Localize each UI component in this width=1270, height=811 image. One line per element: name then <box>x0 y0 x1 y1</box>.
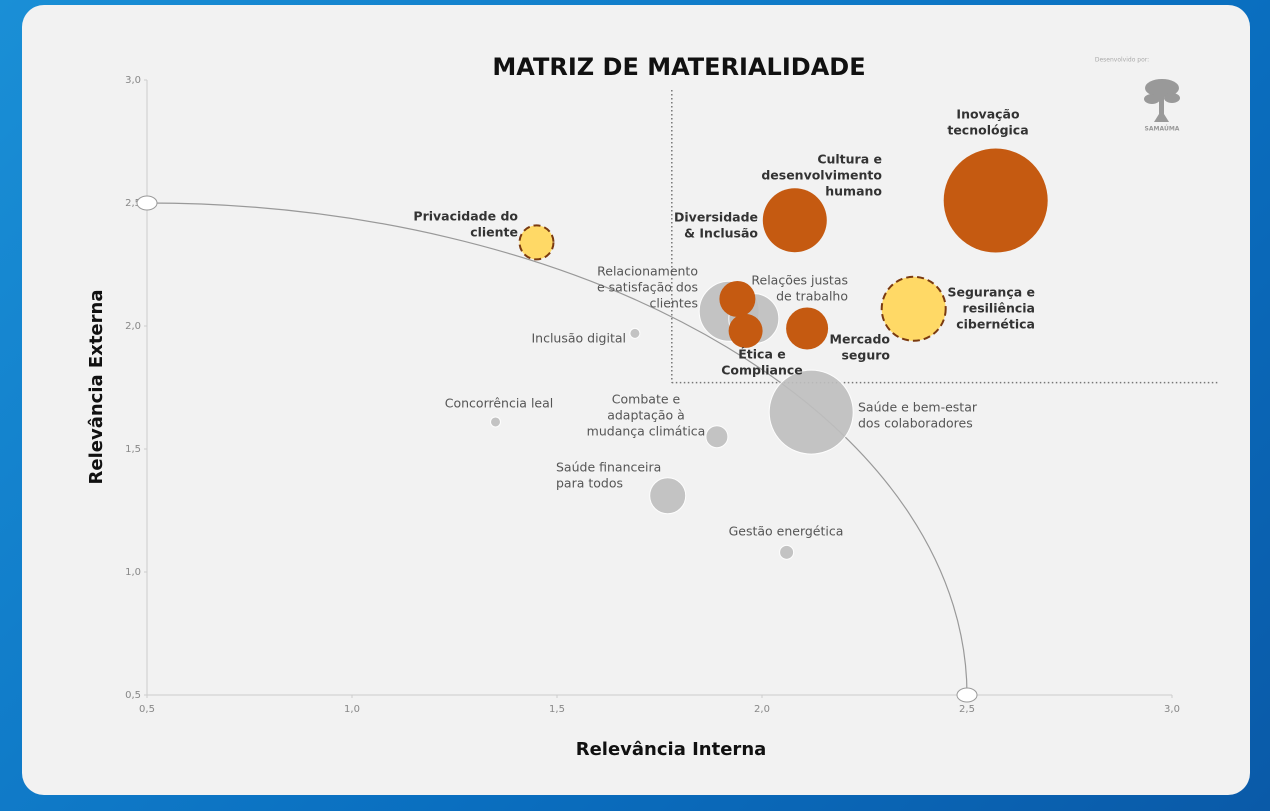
bubble <box>649 477 687 515</box>
bubble <box>518 224 555 261</box>
x-tick-label: 3,0 <box>1164 704 1180 715</box>
y-tick-label: 2,0 <box>125 321 141 332</box>
bubble <box>768 369 854 455</box>
y-tick-label: 0,5 <box>125 690 141 701</box>
bubble <box>779 544 795 560</box>
bubble-label: Compliance <box>721 363 803 378</box>
bubble-label: resiliência <box>963 301 1035 316</box>
bubble-label: Segurança e <box>948 285 1036 300</box>
y-axis-label: Relevância Externa <box>86 290 107 485</box>
bubble-label: para todos <box>556 476 623 491</box>
x-tick-label: 0,5 <box>139 704 155 715</box>
bubble-label: Cultura e <box>817 152 882 167</box>
credit: Desenvolvido por: <box>1095 57 1149 64</box>
bubble-label: humano <box>825 184 882 199</box>
bubble-label: cibernética <box>956 317 1035 332</box>
x-tick-label: 1,5 <box>549 704 565 715</box>
bubble <box>880 275 947 342</box>
x-tick-label: 2,5 <box>959 704 975 715</box>
bubble <box>629 327 641 339</box>
x-axis-label: Relevância Interna <box>576 739 767 760</box>
bubble-label: Concorrência leal <box>445 396 554 411</box>
bubble-label: cliente <box>470 225 518 240</box>
bubble <box>705 425 729 449</box>
bubble-label: Privacidade do <box>413 209 518 224</box>
bubble-label: Mercado <box>830 332 891 347</box>
card <box>22 5 1250 795</box>
bubble-label: Saúde e bem-estar <box>858 400 978 415</box>
y-tick-label: 1,0 <box>125 567 141 578</box>
bubble-label: seguro <box>841 348 890 363</box>
y-tick-label: 2,5 <box>125 198 141 209</box>
y-tick-label: 3,0 <box>125 75 141 86</box>
bubble-label: tecnológica <box>947 123 1028 138</box>
frontier-end <box>956 687 978 703</box>
bubble-label: Relações justas <box>751 273 848 288</box>
bubble-label: Inclusão digital <box>531 331 626 346</box>
x-tick-label: 1,0 <box>344 704 360 715</box>
bubble-label: Inovação <box>956 107 1020 122</box>
bubble-label: Ética e <box>738 347 785 362</box>
bubble-label: dos colaboradores <box>858 416 973 431</box>
logo-tree <box>1144 79 1180 122</box>
bubble-label: adaptação à <box>607 408 685 423</box>
logo-text: SAMAÚMA <box>1145 126 1180 133</box>
bubble <box>490 416 501 428</box>
bubble-label: Gestão energética <box>729 524 844 539</box>
bubble-label: desenvolvimento <box>761 168 882 183</box>
bubble <box>943 148 1048 253</box>
bubble-label: de trabalho <box>776 289 848 304</box>
bubble <box>719 280 756 317</box>
bubble-label: Relacionamento <box>597 264 698 279</box>
chart-title: MATRIZ DE MATERIALIDADE <box>492 53 865 81</box>
bubble-label: clientes <box>649 296 698 311</box>
bubble-label: e satisfação dos <box>597 280 698 295</box>
x-tick-label: 2,0 <box>754 704 770 715</box>
bubble-label: Saúde financeira <box>556 460 661 475</box>
bubble-label: & Inclusão <box>684 226 758 241</box>
frontier-curve <box>146 202 968 696</box>
bubble-label: Diversidade <box>674 210 758 225</box>
bubble <box>786 307 829 350</box>
frontier-end <box>136 195 158 211</box>
y-tick-label: 1,5 <box>125 444 141 455</box>
bubble-label: Combate e <box>612 392 681 407</box>
bubble-label: mudança climática <box>587 424 706 439</box>
bubble <box>728 313 763 348</box>
bubble <box>762 188 827 253</box>
